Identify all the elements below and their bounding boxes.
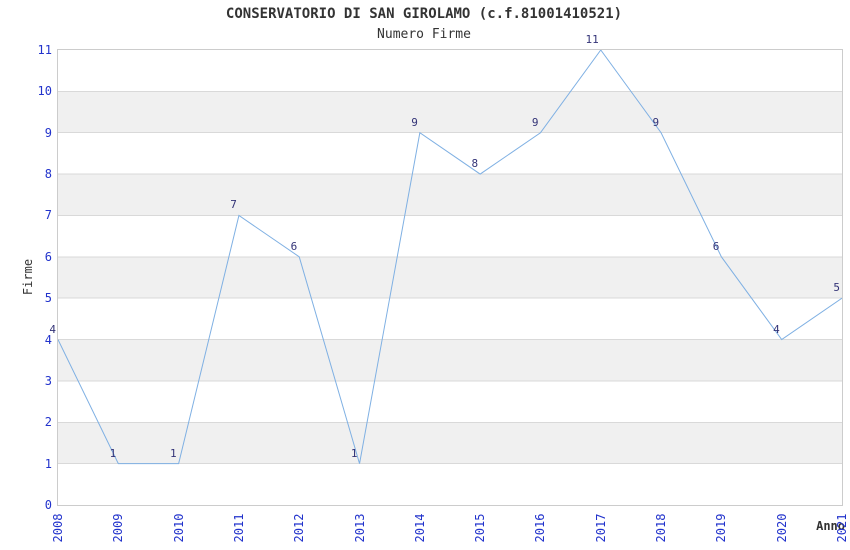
data-point-label: 1	[169, 446, 177, 460]
x-tick-label: 2016	[533, 513, 548, 543]
y-tick-label: 7	[44, 208, 52, 223]
x-tick-label: 2015	[473, 513, 488, 543]
x-tick-label: 2009	[111, 513, 126, 543]
x-tick-label: 2018	[654, 513, 669, 543]
chart-title: CONSERVATORIO DI SAN GIROLAMO (c.f.81001…	[225, 6, 623, 22]
x-tick-label: 2010	[171, 513, 186, 543]
y-tick-label: 1	[44, 456, 52, 471]
plot-canvas	[58, 50, 842, 465]
data-point-label: 7	[230, 198, 237, 212]
x-tick-label: 2021	[835, 513, 849, 543]
y-tick-label: 10	[37, 84, 52, 99]
data-point-label: 5	[833, 281, 840, 295]
chart-subtitle: Numero Firme	[377, 27, 471, 42]
grid-stripe	[58, 422, 842, 464]
plot-area	[57, 49, 843, 506]
data-point-label: 8	[471, 157, 479, 171]
data-point-label: 4	[49, 322, 56, 336]
data-point-label: 1	[350, 446, 358, 460]
x-tick-label: 2014	[412, 513, 427, 543]
x-tick-label: 2012	[292, 513, 307, 543]
y-tick-label: 9	[44, 125, 52, 140]
grid-stripe	[58, 91, 842, 133]
y-tick-label: 5	[44, 291, 52, 306]
grid-stripe	[58, 339, 842, 381]
y-tick-label: 4	[44, 332, 52, 347]
grid-stripe	[58, 256, 842, 299]
y-tick-label: 11	[37, 43, 52, 57]
y-tick-label: 0	[44, 498, 52, 512]
grid-stripe	[58, 174, 842, 216]
x-tick-label: 2013	[352, 513, 367, 543]
x-tick-label: 2019	[714, 513, 729, 543]
x-tick-label: 2017	[593, 513, 608, 543]
x-tick-label: 2020	[774, 513, 789, 543]
data-point-label: 11	[585, 33, 599, 46]
series-line	[58, 50, 842, 465]
y-tick-label: 8	[44, 167, 52, 182]
data-point-label: 6	[712, 239, 720, 253]
data-point-label: 9	[652, 115, 660, 129]
y-tick-label: 3	[44, 373, 52, 388]
x-axis-title: Anno	[816, 519, 845, 533]
y-tick-label: 6	[44, 249, 52, 264]
data-point-label: 9	[531, 115, 539, 129]
data-point-label: 1	[109, 446, 117, 460]
y-axis-title: Firme	[21, 258, 35, 296]
data-point-label: 9	[411, 115, 418, 129]
x-tick-label: 2011	[231, 513, 246, 543]
data-point-label: 6	[290, 239, 298, 253]
data-point-label: 4	[773, 322, 780, 336]
x-tick-label: 2008	[51, 513, 65, 543]
y-tick-label: 2	[44, 415, 52, 430]
